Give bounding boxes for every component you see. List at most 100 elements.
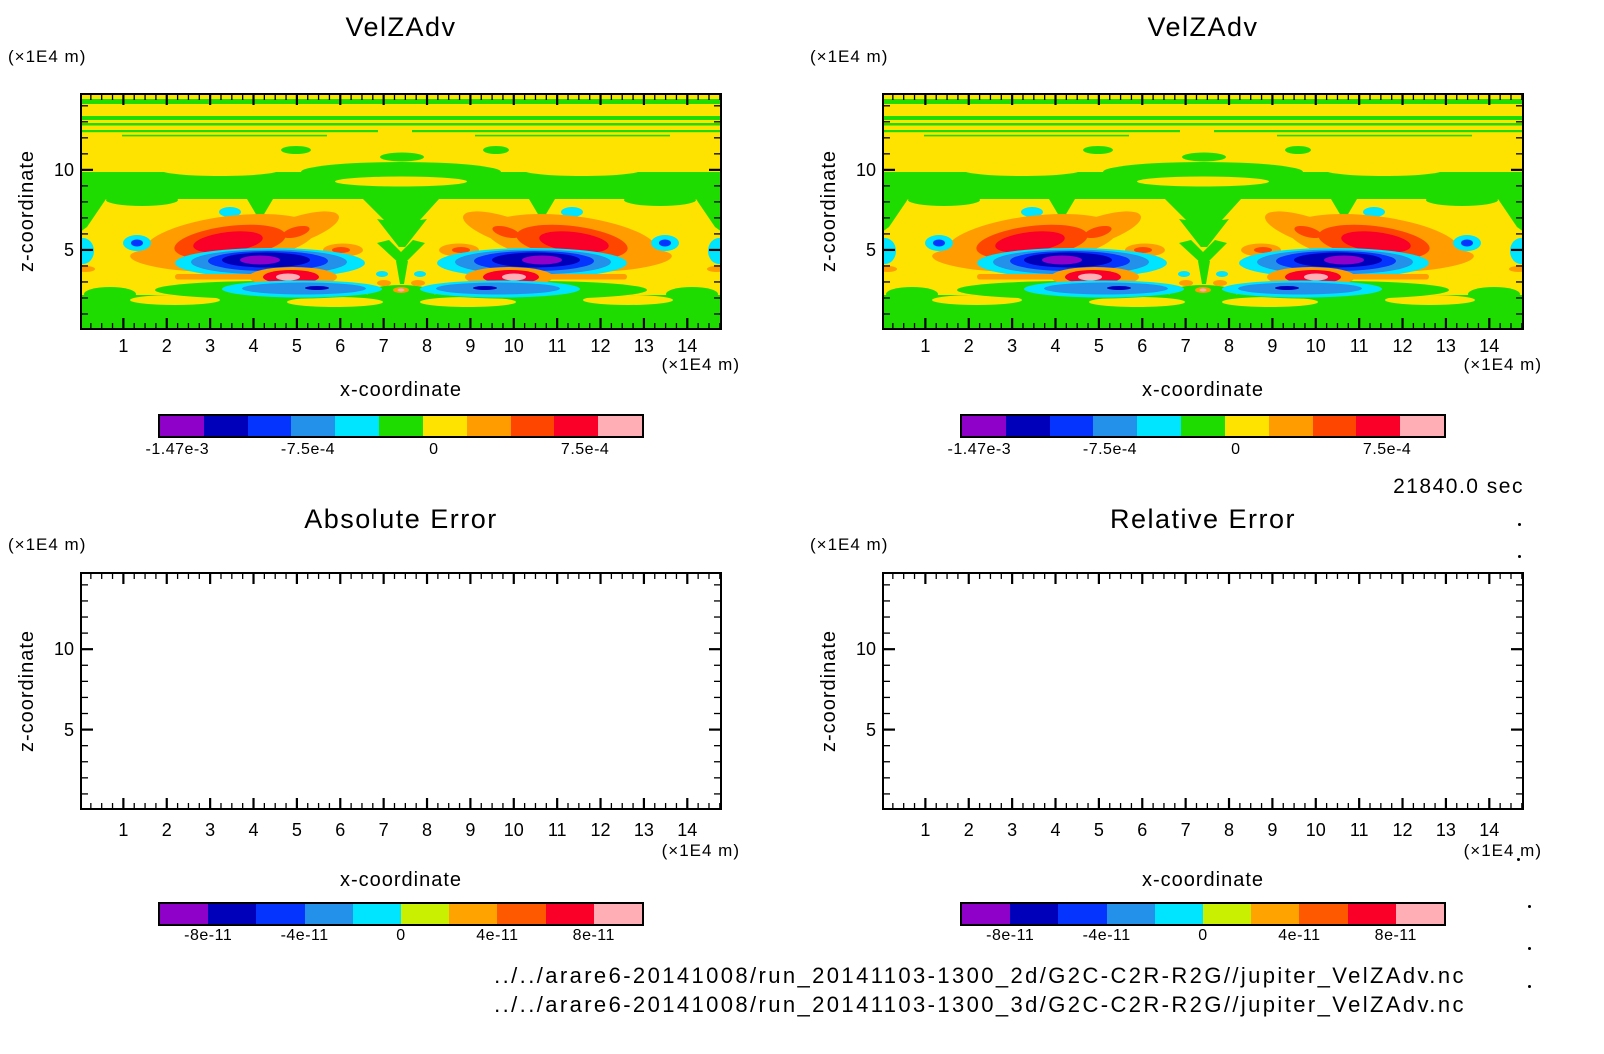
- x-tick-label: 9: [1267, 820, 1278, 840]
- colorbar-segment: [379, 416, 423, 436]
- colorbar-segment: [962, 904, 1011, 924]
- x-axis-unit-label: (×1E4 m): [1463, 355, 1542, 374]
- colorbar-relative-error: [960, 902, 1446, 926]
- colorbar-segment: [1400, 416, 1444, 436]
- x-tick-label: 8: [1224, 336, 1235, 356]
- x-tick-label: 7: [1180, 336, 1191, 356]
- x-tick-label: 7: [378, 820, 389, 840]
- x-axis-label: x-coordinate: [339, 869, 463, 891]
- y-axis-unit-label: (×1E4 m): [810, 47, 889, 66]
- x-tick-label: 14: [1479, 336, 1500, 356]
- x-tick-label: 6: [335, 820, 346, 840]
- colorbar-tick-label: 0: [396, 927, 406, 944]
- y-axis-unit-label: (×1E4 m): [810, 535, 889, 554]
- colorbar-segment: [1058, 904, 1107, 924]
- colorbar-segment: [1268, 416, 1313, 436]
- colorbar-tick-label: 8e-11: [1374, 927, 1417, 944]
- y-tick-label: 5: [865, 239, 876, 260]
- x-tick-label: 11: [547, 336, 567, 356]
- colorbar-segment: [1181, 416, 1225, 436]
- colorbar-segment: [335, 416, 380, 436]
- colorbar-segment: [1251, 904, 1300, 924]
- x-tick-label: 14: [1479, 820, 1500, 840]
- colorbar-segment: [1395, 904, 1445, 924]
- plot-frame-velzadv-2d: [80, 93, 722, 330]
- y-axis-unit-label: (×1E4 m): [8, 47, 87, 66]
- colorbar-segment: [1312, 416, 1357, 436]
- colorbar-velzadv-3d: [960, 414, 1446, 438]
- colorbar-segment: [545, 904, 594, 924]
- x-tick-label: 3: [1007, 820, 1018, 840]
- x-axis-unit-label: (×1E4 m): [1463, 841, 1542, 860]
- y-tick-label: 5: [63, 719, 74, 740]
- x-tick-label: 12: [590, 820, 611, 840]
- x-axis-unit-label: (×1E4 m): [661, 355, 740, 374]
- colorbar-segment: [401, 904, 450, 924]
- x-tick-label: 10: [1305, 336, 1326, 356]
- x-tick-label: 3: [205, 820, 216, 840]
- y-tick-label: 10: [855, 159, 876, 180]
- colorbar-segment: [1347, 904, 1396, 924]
- x-tick-label: 10: [503, 336, 524, 356]
- y-tick-label: 10: [855, 639, 876, 660]
- panel-title-velzadv-3d: VelZAdv: [1147, 12, 1259, 42]
- colorbar-tick-label: 4e-11: [1278, 927, 1321, 944]
- artifact-dot: [1528, 905, 1531, 908]
- x-tick-label: 12: [590, 336, 611, 356]
- y-axis-unit-label: (×1E4 m): [8, 535, 87, 554]
- y-tick-label: 10: [53, 639, 74, 660]
- x-tick-label: 4: [248, 820, 259, 840]
- x-tick-label: 13: [633, 820, 654, 840]
- artifact-dot: [1517, 858, 1520, 861]
- x-tick-label: 13: [1435, 336, 1456, 356]
- x-tick-label: 8: [1224, 820, 1235, 840]
- colorbar-segment: [208, 904, 257, 924]
- colorbar-tick-label: -7.5e-4: [280, 441, 336, 458]
- colorbar-segment: [291, 416, 336, 436]
- colorbar-segment: [554, 416, 599, 436]
- colorbar-tick-label: -7.5e-4: [1082, 441, 1138, 458]
- x-tick-label: 12: [1392, 820, 1413, 840]
- x-tick-label: 7: [378, 336, 389, 356]
- timestamp-label: 21840.0 sec: [1393, 475, 1524, 498]
- x-tick-label: 2: [161, 820, 172, 840]
- x-tick-label: 4: [248, 336, 259, 356]
- x-tick-label: 1: [920, 336, 931, 356]
- colorbar-absolute-error: [158, 902, 644, 926]
- y-tick-label: 5: [63, 239, 74, 260]
- colorbar-segment: [1106, 904, 1155, 924]
- colorbar-segment: [1356, 416, 1401, 436]
- colorbar-segment: [593, 904, 643, 924]
- x-tick-label: 4: [1050, 336, 1061, 356]
- colorbar-segment: [1137, 416, 1182, 436]
- colorbar-tick-label: -4e-11: [1082, 927, 1131, 944]
- x-tick-label: 13: [633, 336, 654, 356]
- panel-title-absolute-error: Absolute Error: [304, 504, 498, 534]
- colorbar-segment: [510, 416, 555, 436]
- colorbar-segment: [1299, 904, 1348, 924]
- colorbar-tick-label: -8e-11: [986, 927, 1035, 944]
- x-tick-label: 4: [1050, 820, 1061, 840]
- y-tick-label: 10: [53, 159, 74, 180]
- x-axis-label: x-coordinate: [339, 379, 463, 401]
- colorbar-segment: [247, 416, 292, 436]
- colorbar-tick-label: 7.5e-4: [560, 441, 610, 458]
- colorbar-segment: [256, 904, 305, 924]
- colorbar-segment: [962, 416, 1006, 436]
- plot-frame-velzadv-3d: [882, 93, 1524, 330]
- x-tick-label: 9: [465, 336, 476, 356]
- colorbar-segment: [598, 416, 642, 436]
- x-tick-label: 11: [1349, 820, 1369, 840]
- panel-title-velzadv-2d: VelZAdv: [345, 12, 457, 42]
- colorbar-segment: [1203, 904, 1252, 924]
- colorbar-velzadv-2d: [158, 414, 644, 438]
- x-tick-label: 2: [963, 336, 974, 356]
- x-tick-label: 2: [963, 820, 974, 840]
- artifact-dot: [1528, 947, 1531, 950]
- colorbar-tick-label: 7.5e-4: [1362, 441, 1412, 458]
- colorbar-segment: [1093, 416, 1138, 436]
- colorbar-segment: [497, 904, 546, 924]
- colorbar-segment: [160, 416, 204, 436]
- x-tick-label: 14: [677, 336, 698, 356]
- colorbar-tick-label: -1.47e-3: [145, 441, 210, 458]
